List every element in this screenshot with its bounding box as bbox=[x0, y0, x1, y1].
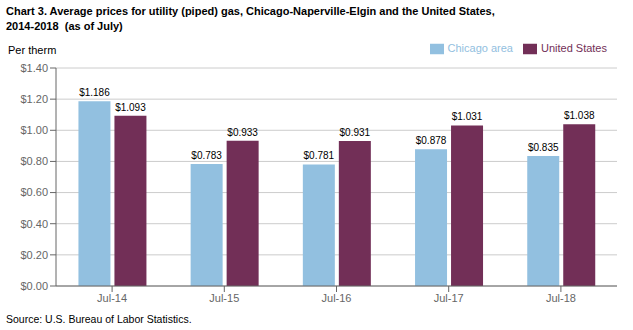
html-text:Source: U.S. Bureau of Labor S: Source: U.S. Bureau of Labor Statistics. bbox=[6, 313, 192, 325]
svg-text:$0.931: $0.931 bbox=[340, 127, 371, 138]
svg-text:$0.783: $0.783 bbox=[191, 150, 222, 161]
html-text:2014-2018 (as of July): 2014-2018 (as of July) bbox=[6, 20, 123, 32]
svg-text:$0.40: $0.40 bbox=[20, 218, 48, 230]
svg-text:$1.20: $1.20 bbox=[20, 93, 48, 105]
svg-text:$1.038: $1.038 bbox=[564, 110, 595, 121]
svg-text:$0.933: $0.933 bbox=[227, 127, 258, 138]
svg-text:$0.60: $0.60 bbox=[20, 186, 48, 198]
svg-text:$0.835: $0.835 bbox=[528, 142, 559, 153]
svg-text:Jul-18: Jul-18 bbox=[546, 292, 576, 304]
svg-text:$0.878: $0.878 bbox=[416, 135, 447, 146]
svg-text:$1.093: $1.093 bbox=[115, 102, 146, 113]
html-text:United States: United States bbox=[541, 42, 607, 54]
svg-text:$1.00: $1.00 bbox=[20, 124, 48, 136]
html-text:Chicago area: Chicago area bbox=[447, 42, 513, 54]
html-text:Per therm: Per therm bbox=[8, 44, 57, 56]
svg-text:$1.40: $1.40 bbox=[20, 62, 48, 74]
svg-text:Jul-17: Jul-17 bbox=[434, 292, 464, 304]
svg-text:$0.20: $0.20 bbox=[20, 249, 48, 261]
svg-text:Jul-15: Jul-15 bbox=[209, 292, 239, 304]
svg-text:$1.031: $1.031 bbox=[452, 111, 483, 122]
svg-text:$0.781: $0.781 bbox=[304, 150, 335, 161]
svg-text:Jul-16: Jul-16 bbox=[322, 292, 352, 304]
svg-text:$0.80: $0.80 bbox=[20, 155, 48, 167]
html-text:Chart 3. Average prices for ut: Chart 3. Average prices for utility (pip… bbox=[6, 5, 495, 17]
svg-text:Jul-14: Jul-14 bbox=[97, 292, 127, 304]
svg-text:$0.00: $0.00 bbox=[20, 280, 48, 292]
svg-text:$1.186: $1.186 bbox=[79, 87, 110, 98]
